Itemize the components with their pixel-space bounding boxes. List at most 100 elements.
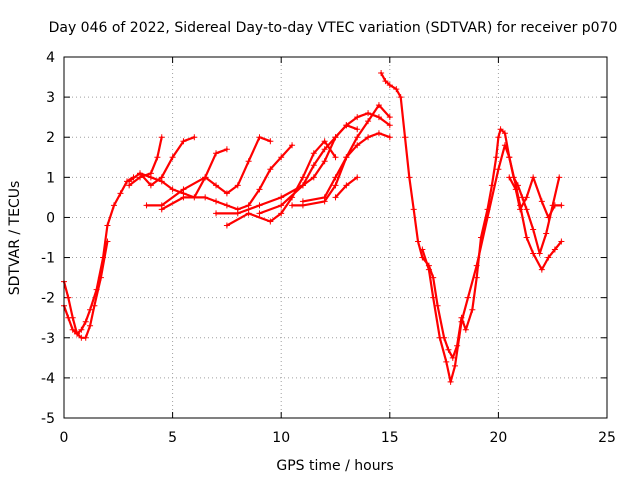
data-point xyxy=(234,210,241,217)
data-point xyxy=(91,302,98,309)
y-tick-label: 1 xyxy=(46,170,55,186)
data-point xyxy=(87,306,94,313)
data-point xyxy=(158,134,165,141)
data-point xyxy=(473,262,480,269)
data-point xyxy=(158,178,165,185)
data-point xyxy=(397,94,404,101)
data-point xyxy=(458,318,465,325)
data-point xyxy=(464,294,471,301)
data-point xyxy=(551,246,558,253)
data-point xyxy=(365,110,372,117)
data-point xyxy=(536,250,543,257)
data-point xyxy=(551,202,558,209)
data-point xyxy=(375,130,382,137)
data-point xyxy=(289,142,296,149)
data-point xyxy=(137,170,144,177)
x-axis-ticks: 0 5 10 15 20 25 xyxy=(60,57,616,446)
data-point xyxy=(321,138,328,145)
data-point xyxy=(267,218,274,225)
data-point xyxy=(321,158,328,165)
data-point xyxy=(495,134,502,141)
data-point xyxy=(386,122,393,129)
data-point xyxy=(556,174,563,181)
series-line-late2 xyxy=(421,144,563,383)
data-point xyxy=(299,182,306,189)
data-point xyxy=(512,186,519,193)
data-point xyxy=(180,138,187,145)
series-line-late xyxy=(380,71,561,359)
data-point xyxy=(386,82,393,89)
data-point xyxy=(354,114,361,121)
data-point xyxy=(245,202,252,209)
data-point xyxy=(321,194,328,201)
data-point xyxy=(406,174,413,181)
data-point xyxy=(343,122,350,129)
data-point xyxy=(506,154,513,161)
y-tick-label: 2 xyxy=(46,130,55,146)
y-tick-label: -3 xyxy=(41,331,55,347)
data-point xyxy=(256,134,263,141)
data-point xyxy=(245,210,252,217)
data-point xyxy=(278,194,285,201)
data-point xyxy=(202,194,209,201)
data-point xyxy=(180,186,187,193)
chart-title: Day 046 of 2022, Sidereal Day-to-day VTE… xyxy=(49,20,618,36)
data-point xyxy=(343,154,350,161)
data-point xyxy=(234,182,241,189)
data-point xyxy=(310,174,317,181)
data-point xyxy=(104,222,111,229)
data-point xyxy=(469,306,476,313)
data-point xyxy=(332,154,339,161)
data-point xyxy=(332,194,339,201)
data-point xyxy=(332,174,339,181)
data-point xyxy=(530,226,537,233)
data-points xyxy=(61,70,565,385)
data-point xyxy=(213,198,220,205)
data-point xyxy=(365,118,372,125)
data-point xyxy=(213,150,220,157)
data-point xyxy=(375,114,382,121)
y-tick-label: -1 xyxy=(41,251,55,267)
data-point xyxy=(354,142,361,149)
data-point xyxy=(449,354,456,361)
data-point xyxy=(191,134,198,141)
data-point xyxy=(451,362,458,369)
data-point xyxy=(256,210,263,217)
data-point xyxy=(169,186,176,193)
series-late3 xyxy=(506,174,565,221)
data-point xyxy=(382,78,389,85)
data-point xyxy=(430,294,437,301)
data-point xyxy=(501,142,508,149)
data-point xyxy=(245,158,252,165)
data-point xyxy=(497,126,504,133)
data-point xyxy=(393,86,400,93)
series-g xyxy=(213,122,361,217)
data-point xyxy=(147,174,154,181)
data-point xyxy=(443,358,450,365)
data-point xyxy=(462,326,469,333)
y-axis-ticks: -5 -4 -3 -2 -1 0 1 2 3 4 xyxy=(41,50,607,427)
data-point xyxy=(425,266,432,273)
x-tick-label: 25 xyxy=(598,430,616,446)
data-point xyxy=(82,318,89,325)
x-axis-label: GPS time / hours xyxy=(276,458,393,474)
y-axis-label: SDTVAR / TECUs xyxy=(7,181,23,296)
data-point xyxy=(69,326,76,333)
data-point xyxy=(87,322,94,329)
data-point xyxy=(538,198,545,205)
data-point xyxy=(343,182,350,189)
data-point xyxy=(523,206,530,213)
data-point xyxy=(473,274,480,281)
data-point xyxy=(543,230,550,237)
data-point xyxy=(104,238,111,245)
series-d xyxy=(143,134,274,209)
data-point xyxy=(530,250,537,257)
data-point xyxy=(223,202,230,209)
data-point xyxy=(523,234,530,241)
data-point xyxy=(117,190,124,197)
y-tick-label: 3 xyxy=(46,90,55,106)
data-point xyxy=(213,182,220,189)
data-point xyxy=(299,174,306,181)
data-point xyxy=(354,126,361,133)
data-point xyxy=(321,146,328,153)
